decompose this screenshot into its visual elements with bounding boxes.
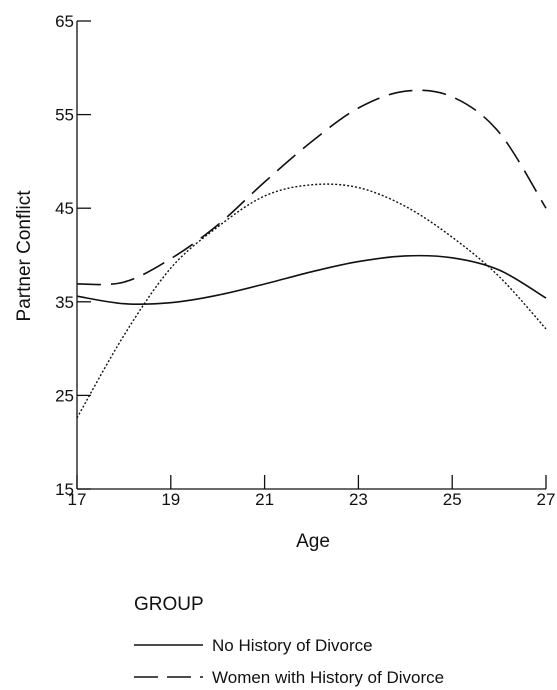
x-tick-label: 19 (161, 490, 180, 509)
series-line-no-history-of-divorce (76, 254, 547, 306)
y-tick-label: 25 (55, 386, 74, 405)
x-tick-label: 17 (68, 490, 87, 509)
series-line-women-with-history-of-divorce (76, 89, 547, 286)
series-line-men-with-history-of-divorce (76, 183, 547, 419)
legend-label-no-history-of-divorce: No History of Divorce (212, 636, 373, 655)
y-tick-label: 15 (55, 480, 74, 499)
y-tick-label: 65 (55, 12, 74, 31)
y-axis-title: Partner Conflict (14, 190, 35, 322)
x-tick-label: 23 (349, 490, 368, 509)
axes: 15 25 35 45 55 65 17 19 21 23 25 27 (55, 12, 555, 509)
x-tick-label: 25 (443, 490, 462, 509)
x-axis-title: Age (296, 531, 330, 552)
legend-label-women-with-history-of-divorce: Women with History of Divorce (212, 668, 444, 687)
legend: GROUP No History of Divorce Women with Hi… (134, 594, 444, 687)
series-layer (76, 89, 547, 419)
x-tick-label: 21 (255, 490, 274, 509)
y-tick-label: 55 (55, 106, 74, 125)
y-tick-label: 45 (55, 199, 74, 218)
x-tick-label: 27 (537, 490, 556, 509)
legend-title: GROUP (134, 594, 204, 615)
y-tick-label: 35 (55, 293, 74, 312)
